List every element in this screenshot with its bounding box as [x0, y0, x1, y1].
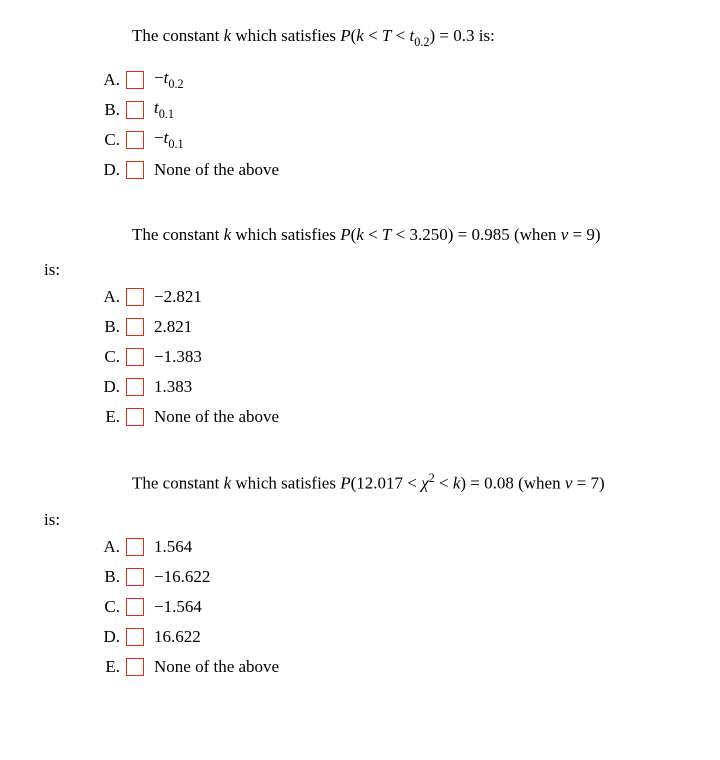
option-checkbox[interactable] [126, 348, 144, 366]
option-checkbox[interactable] [126, 71, 144, 89]
option-text: None of the above [154, 160, 279, 180]
option-text: −1.564 [154, 597, 202, 617]
option-checkbox[interactable] [126, 131, 144, 149]
option-row: C. −t0.1 [96, 125, 700, 155]
option-row: A. 1.564 [96, 532, 700, 562]
option-checkbox[interactable] [126, 288, 144, 306]
option-row: A. −t0.2 [96, 65, 700, 95]
option-row: C. −1.564 [96, 592, 700, 622]
option-letter: C. [96, 130, 120, 150]
option-letter: E. [96, 407, 120, 427]
option-letter: B. [96, 100, 120, 120]
option-letter: D. [96, 377, 120, 397]
option-letter: A. [96, 287, 120, 307]
option-letter: D. [96, 627, 120, 647]
option-text: −1.383 [154, 347, 202, 367]
option-checkbox[interactable] [126, 538, 144, 556]
option-checkbox[interactable] [126, 378, 144, 396]
option-row: A. −2.821 [96, 282, 700, 312]
options-list: A. −2.821 B. 2.821 C. −1.383 D. 1.383 E. None of … [96, 282, 700, 432]
option-row: E. None of the above [96, 402, 700, 432]
question-block: The constant k which satisfies P(12.017 … [20, 470, 700, 681]
option-letter: A. [96, 537, 120, 557]
option-row: E. None of the above [96, 652, 700, 682]
option-text: 1.383 [154, 377, 192, 397]
option-checkbox[interactable] [126, 101, 144, 119]
is-row: is: [20, 510, 700, 532]
option-row: D. 16.622 [96, 622, 700, 652]
question-prompt: The constant k which satisfies P(k < T <… [132, 223, 700, 247]
question-block: The constant k which satisfies P(k < T <… [20, 24, 700, 185]
option-text: −t0.2 [154, 68, 184, 91]
is-row: is: [20, 260, 700, 282]
option-letter: E. [96, 657, 120, 677]
option-checkbox[interactable] [126, 658, 144, 676]
question-block: The constant k which satisfies P(k < T <… [20, 223, 700, 433]
question-prompt: The constant k which satisfies P(12.017 … [132, 470, 700, 495]
option-row: D. 1.383 [96, 372, 700, 402]
option-text: −16.622 [154, 567, 210, 587]
option-checkbox[interactable] [126, 318, 144, 336]
option-checkbox[interactable] [126, 568, 144, 586]
option-row: C. −1.383 [96, 342, 700, 372]
option-text: 2.821 [154, 317, 192, 337]
option-text: 16.622 [154, 627, 201, 647]
option-checkbox[interactable] [126, 408, 144, 426]
option-checkbox[interactable] [126, 598, 144, 616]
option-row: B. t0.1 [96, 95, 700, 125]
option-row: B. −16.622 [96, 562, 700, 592]
options-list: A. −t0.2 B. t0.1 C. −t0.1 D. None of the above [96, 65, 700, 185]
option-checkbox[interactable] [126, 161, 144, 179]
option-letter: B. [96, 567, 120, 587]
option-text: 1.564 [154, 537, 192, 557]
document-root: The constant k which satisfies P(k < T <… [20, 24, 700, 682]
option-letter: C. [96, 347, 120, 367]
option-text: −2.821 [154, 287, 202, 307]
is-label: is: [44, 260, 60, 280]
option-row: B. 2.821 [96, 312, 700, 342]
option-text: None of the above [154, 407, 279, 427]
option-checkbox[interactable] [126, 628, 144, 646]
option-text: −t0.1 [154, 128, 184, 151]
option-letter: A. [96, 70, 120, 90]
option-letter: B. [96, 317, 120, 337]
option-row: D. None of the above [96, 155, 700, 185]
question-prompt: The constant k which satisfies P(k < T <… [132, 24, 700, 51]
option-text: t0.1 [154, 98, 174, 121]
option-letter: D. [96, 160, 120, 180]
option-text: None of the above [154, 657, 279, 677]
is-label: is: [44, 510, 60, 530]
options-list: A. 1.564 B. −16.622 C. −1.564 D. 16.622 E. None o… [96, 532, 700, 682]
option-letter: C. [96, 597, 120, 617]
